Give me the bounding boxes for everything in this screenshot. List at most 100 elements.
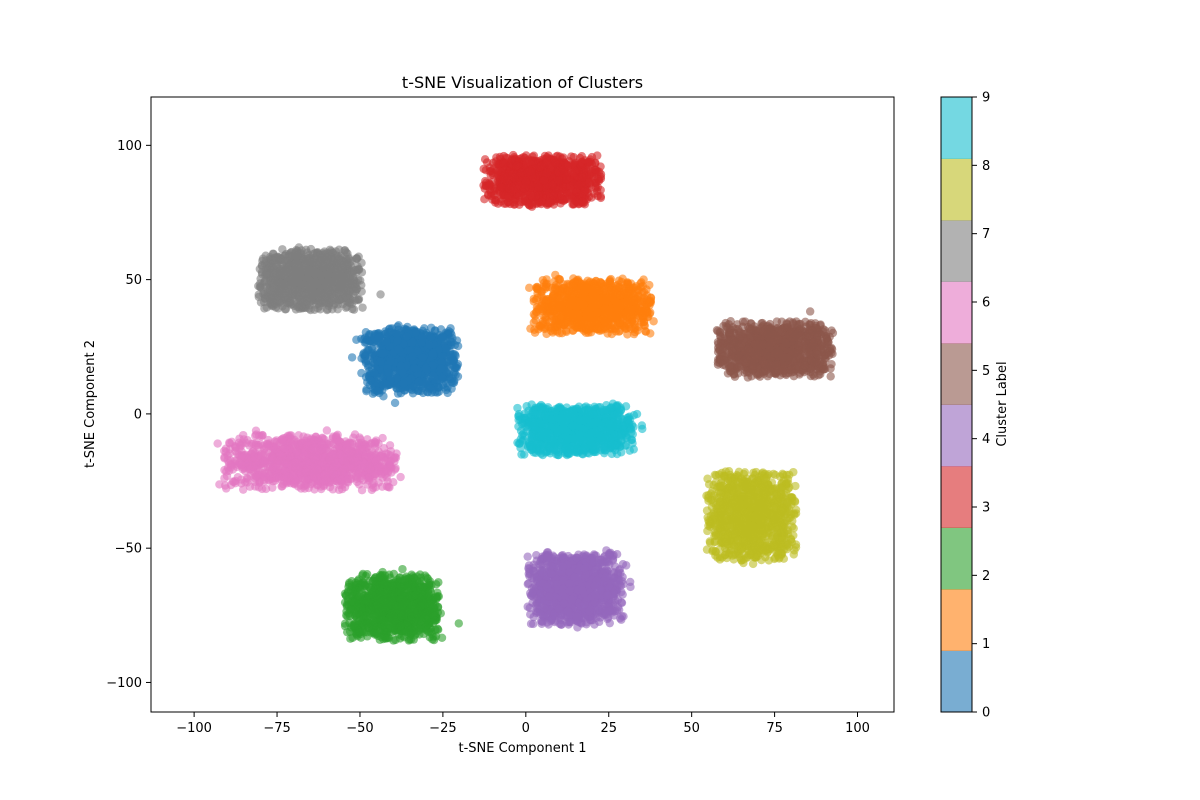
scatter-point bbox=[593, 324, 602, 334]
scatter-point bbox=[367, 590, 377, 599]
scatter-point bbox=[630, 324, 639, 334]
scatter-point bbox=[420, 571, 430, 580]
scatter-point bbox=[521, 183, 530, 192]
scatter-point bbox=[344, 582, 353, 592]
scatter-point bbox=[525, 283, 534, 293]
scatter-point bbox=[520, 192, 529, 202]
scatter-point bbox=[347, 596, 357, 606]
scatter-points bbox=[213, 150, 838, 645]
scatter-point bbox=[498, 158, 508, 168]
scatter-point bbox=[399, 379, 408, 388]
scatter-point bbox=[627, 296, 637, 306]
scatter-point bbox=[539, 176, 549, 185]
scatter-point bbox=[367, 344, 377, 353]
scatter-point bbox=[504, 184, 514, 193]
scatter-point bbox=[596, 192, 605, 201]
scatter-point bbox=[386, 356, 395, 366]
scatter-point bbox=[421, 622, 431, 632]
scatter-point bbox=[407, 616, 416, 625]
scatter-point bbox=[454, 619, 463, 628]
scatter-point bbox=[550, 285, 560, 294]
scatter-point bbox=[383, 633, 393, 642]
scatter-point bbox=[408, 389, 418, 398]
scatter-point bbox=[419, 591, 428, 600]
scatter-point bbox=[342, 627, 352, 637]
scatter-point bbox=[447, 356, 456, 365]
scatter-point bbox=[555, 275, 564, 284]
scatter-point bbox=[431, 592, 441, 601]
scatter-point bbox=[418, 353, 428, 362]
scatter-point bbox=[572, 286, 581, 295]
scatter-point bbox=[385, 613, 395, 622]
scatter-point bbox=[500, 172, 510, 181]
scatter-point bbox=[490, 190, 500, 199]
scatter-point bbox=[530, 328, 540, 337]
scatter-point bbox=[534, 305, 543, 314]
scatter-point bbox=[387, 581, 397, 591]
scatter-point bbox=[451, 363, 460, 373]
scatter-point bbox=[571, 166, 580, 176]
scatter-point bbox=[361, 611, 371, 621]
scatter-point bbox=[509, 173, 519, 182]
scatter-point bbox=[360, 338, 370, 347]
scatter-point bbox=[585, 178, 594, 188]
scatter-point bbox=[434, 578, 443, 587]
scatter-point bbox=[630, 316, 640, 326]
scatter-point bbox=[626, 582, 635, 592]
scatter-point bbox=[583, 276, 592, 286]
scatter-point bbox=[370, 368, 379, 378]
scatter-point bbox=[388, 623, 398, 632]
scatter-point bbox=[410, 363, 419, 373]
scatter-point bbox=[382, 337, 391, 347]
scatter-point bbox=[366, 376, 375, 385]
scatter-point bbox=[378, 580, 388, 589]
scatter-point bbox=[375, 570, 385, 580]
scatter-point bbox=[485, 163, 495, 172]
scatter-point bbox=[394, 344, 403, 354]
scatter-point bbox=[390, 398, 400, 408]
scatter-point bbox=[579, 300, 588, 309]
scatter-point bbox=[428, 635, 437, 644]
scatter-point bbox=[378, 349, 388, 358]
scatter-point bbox=[387, 596, 397, 606]
scatter-point bbox=[347, 353, 357, 362]
scatter-point bbox=[558, 195, 567, 204]
scatter-point bbox=[361, 327, 371, 337]
scatter-point bbox=[359, 349, 368, 358]
scatter-point bbox=[480, 194, 489, 204]
scatter-point bbox=[551, 158, 560, 168]
scatter-point bbox=[525, 167, 535, 176]
scatter-point bbox=[436, 364, 446, 373]
scatter-point bbox=[376, 594, 385, 604]
scatter-point bbox=[411, 327, 420, 337]
scatter-point bbox=[578, 173, 587, 182]
scatter-point bbox=[396, 621, 406, 631]
scatter-point bbox=[558, 165, 568, 174]
scatter-point bbox=[408, 352, 417, 361]
scatter-point bbox=[559, 153, 568, 162]
scatter-point bbox=[433, 624, 442, 634]
scatter-point bbox=[579, 319, 589, 328]
scatter-point bbox=[392, 384, 402, 393]
scatter-point bbox=[548, 180, 557, 190]
scatter-point bbox=[429, 371, 438, 380]
scatter-point bbox=[369, 617, 378, 626]
scatter-point bbox=[637, 278, 646, 287]
scatter-point bbox=[346, 605, 355, 614]
scatter-point bbox=[588, 290, 598, 299]
scatter-point bbox=[362, 569, 372, 579]
scatter-point bbox=[416, 602, 425, 611]
scatter-point bbox=[382, 380, 392, 390]
scatter-point bbox=[499, 151, 509, 161]
scatter-point bbox=[398, 564, 407, 574]
scatter-point bbox=[634, 291, 643, 300]
scatter-point bbox=[428, 349, 437, 359]
scatter-point bbox=[425, 340, 434, 350]
scatter-point bbox=[617, 277, 626, 287]
scatter-point bbox=[373, 387, 382, 396]
scatter-point bbox=[484, 182, 493, 191]
scatter-point bbox=[600, 310, 610, 320]
scatter-point bbox=[374, 333, 384, 343]
scatter-point bbox=[421, 364, 431, 373]
